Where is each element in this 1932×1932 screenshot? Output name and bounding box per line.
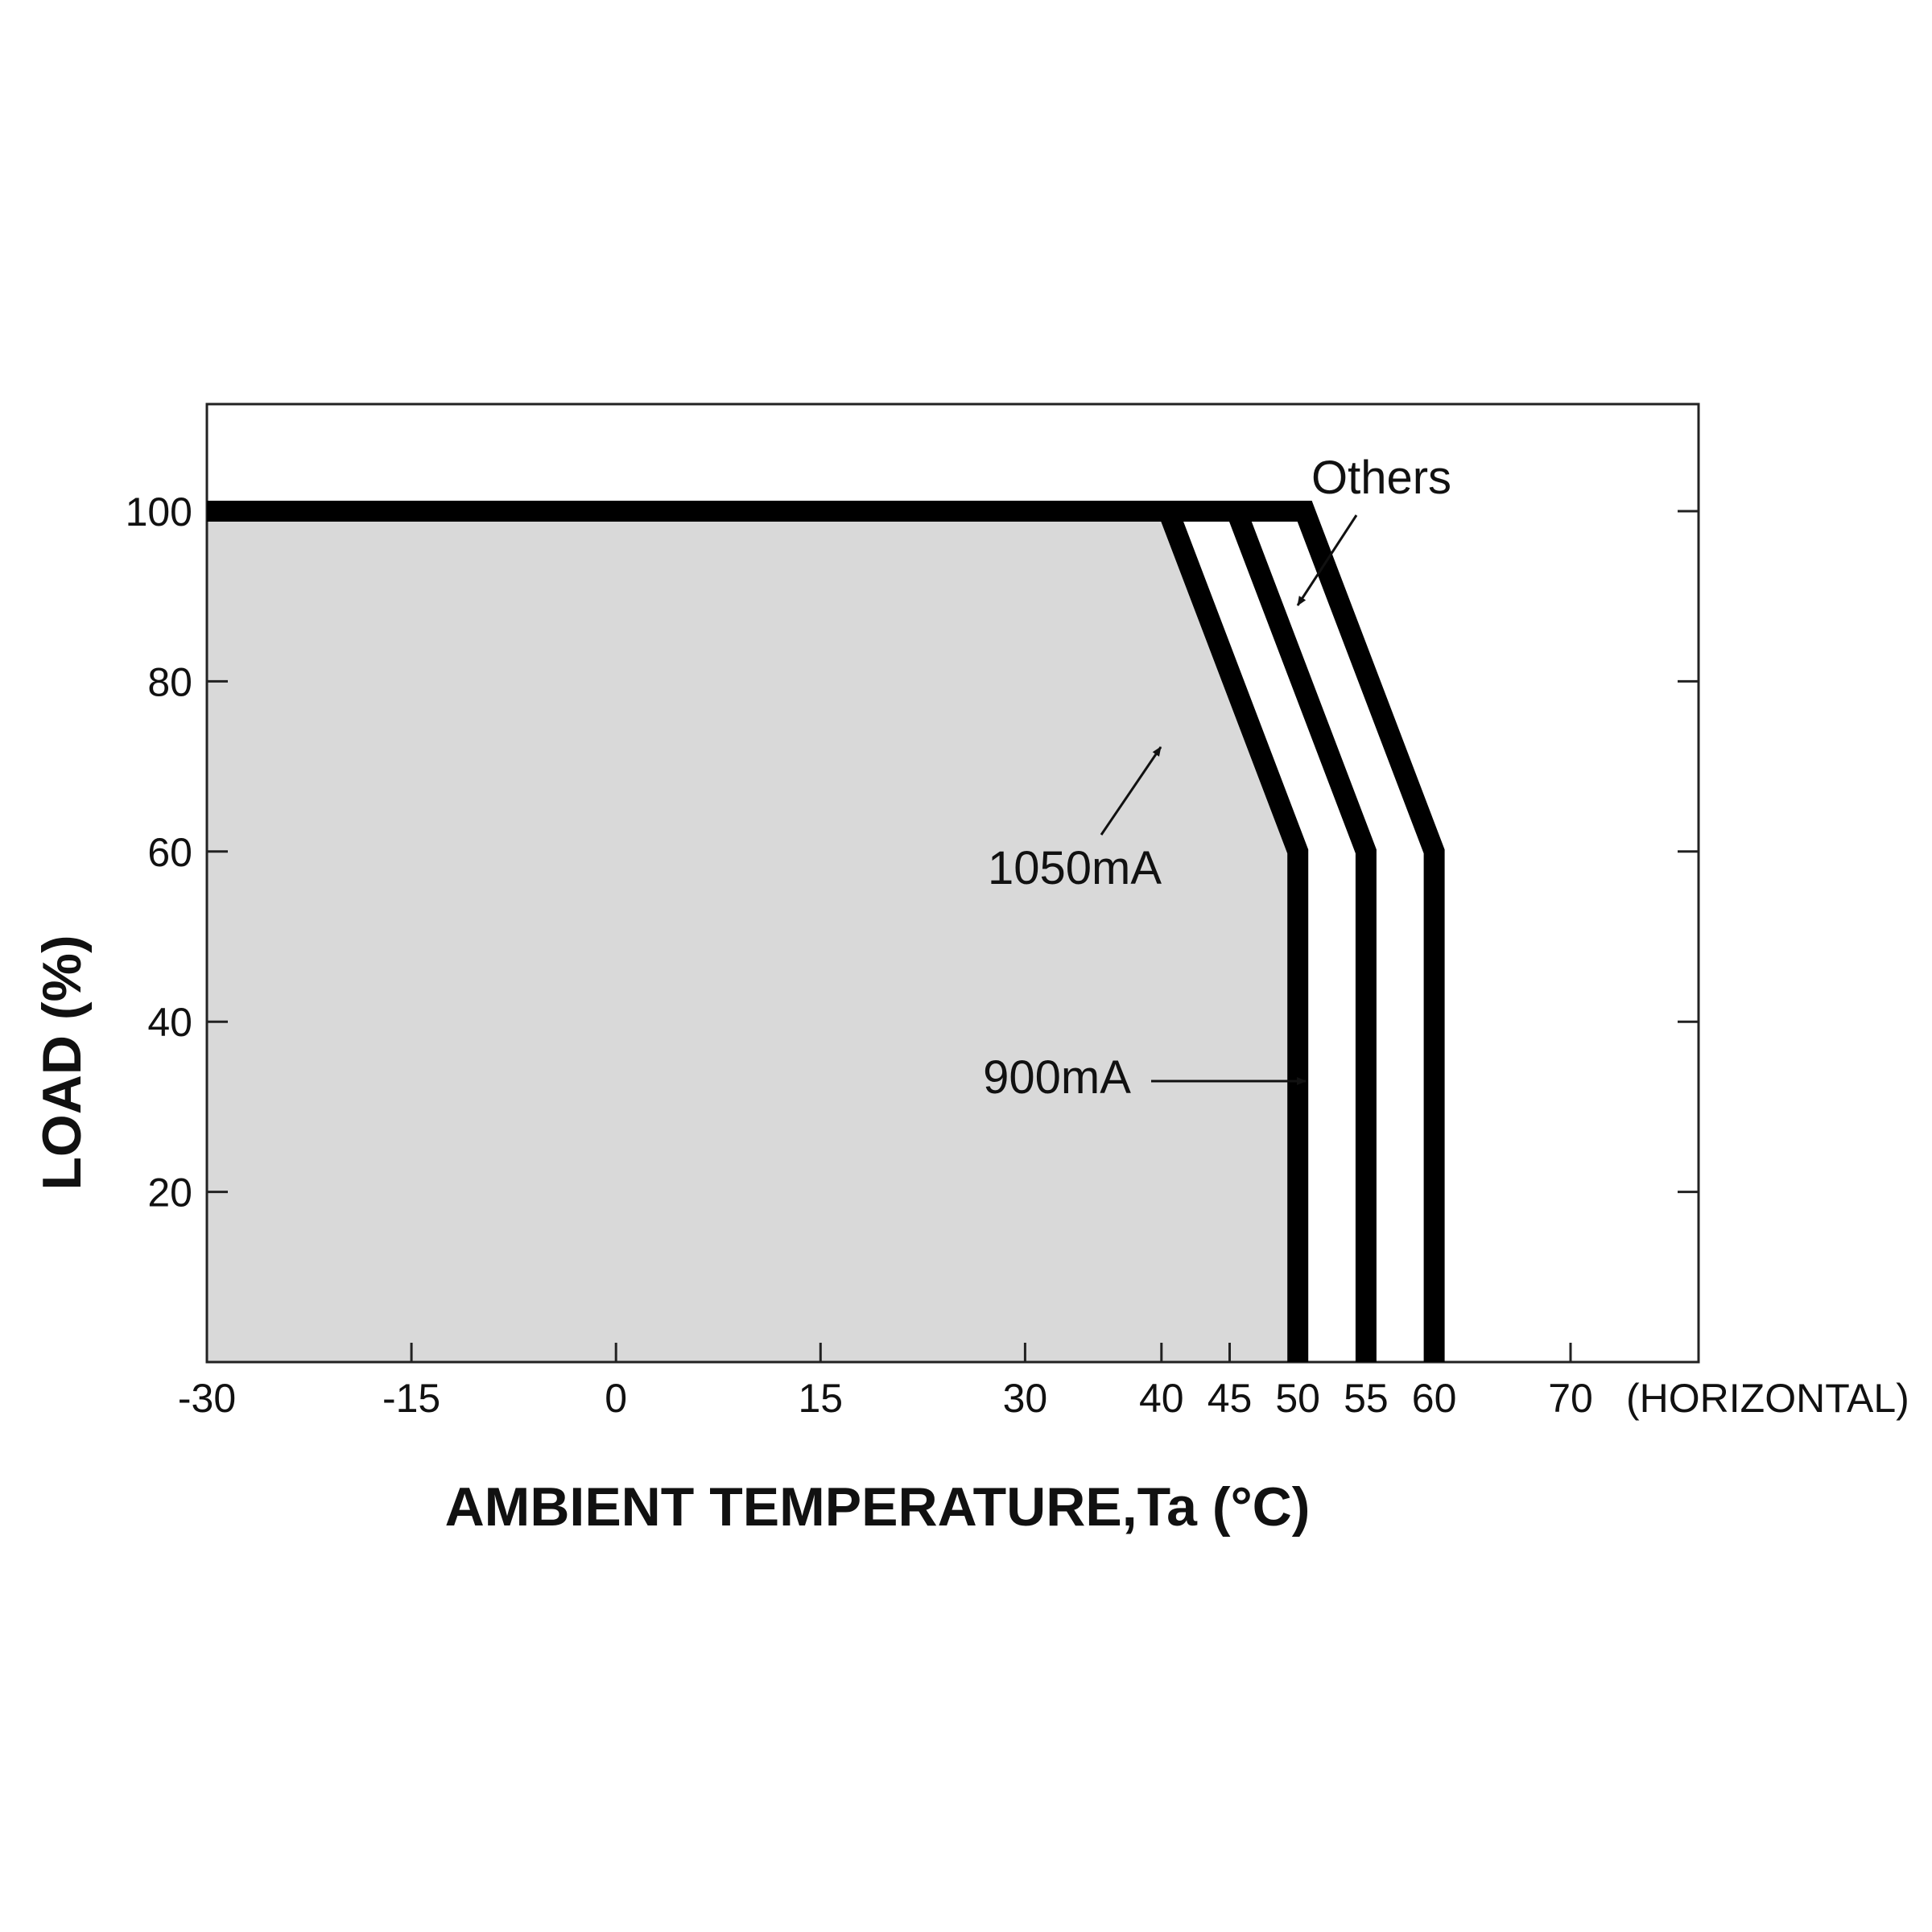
axis-ticks: -30 -15 0 15 30 40 45 50 55 60 70 20 40 60 80 100 [126, 489, 1699, 1421]
annotation-arrow-others [1296, 514, 1358, 606]
x-tick-label: 70 [1548, 1376, 1593, 1421]
derating-curve-others [207, 501, 1445, 1362]
y-axis-title: LOAD (%) [31, 935, 93, 1190]
derating-curves [207, 501, 1445, 1362]
x-tick-label: -30 [178, 1376, 236, 1421]
x-tick-label: 40 [1139, 1376, 1184, 1421]
x-axis-orientation-note: (HORIZONTAL) [1626, 1376, 1909, 1421]
annotation-label-others: Others [1311, 452, 1451, 504]
plot-frame [205, 402, 1700, 1364]
x-tick-label: 30 [1003, 1376, 1048, 1421]
x-tick-label: -15 [382, 1376, 440, 1421]
curve-annotations: Others 1050mA 900mA [983, 452, 1451, 1104]
y-tick-label: 20 [147, 1170, 192, 1216]
y-tick-label: 40 [147, 1000, 192, 1045]
x-tick-label: 15 [798, 1376, 843, 1421]
x-axis-title: AMBIENT TEMPERATURE,Ta (°C) [445, 1476, 1311, 1538]
annotation-label-1050ma: 1050mA [988, 842, 1162, 894]
safe-operating-area [207, 511, 1298, 1362]
x-tick-label: 0 [605, 1376, 627, 1421]
annotation-arrow-1050ma [1100, 746, 1162, 836]
annotation-label-900ma: 900mA [983, 1051, 1131, 1104]
x-tick-label: 60 [1412, 1376, 1457, 1421]
y-tick-label: 80 [147, 659, 192, 704]
y-tick-label: 100 [126, 489, 192, 535]
shaded-area [207, 511, 1298, 1362]
y-tick-label: 60 [147, 830, 192, 875]
x-tick-label: 45 [1208, 1376, 1253, 1421]
x-tick-label: 50 [1275, 1376, 1320, 1421]
x-tick-label: 55 [1344, 1376, 1389, 1421]
